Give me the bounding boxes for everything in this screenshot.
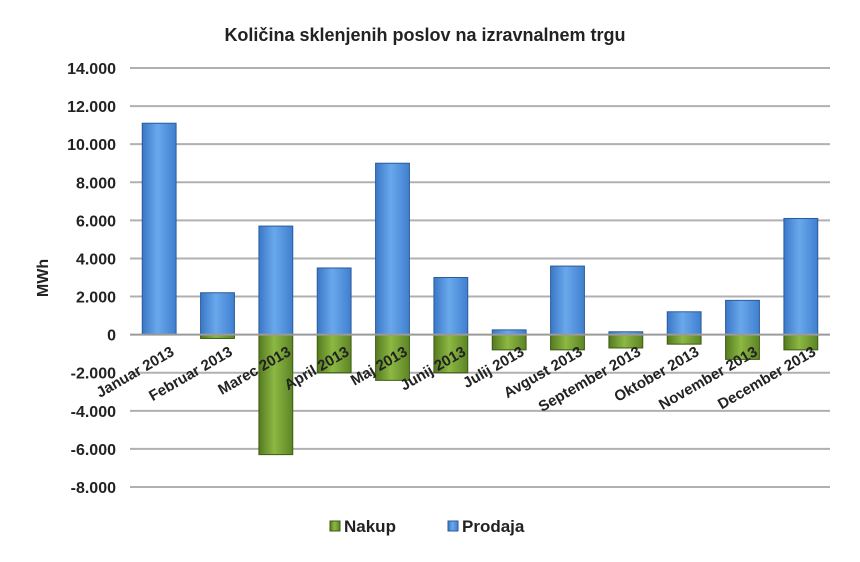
bar-prodaja-1 <box>200 292 235 336</box>
bar-prodaja-4 <box>375 162 410 336</box>
bar-prodaja-0 <box>141 122 177 336</box>
bar-prodaja-7 <box>550 265 585 336</box>
bar-prodaja-5 <box>433 277 469 336</box>
bar-nakup-8 <box>608 334 644 349</box>
y-tick-label: 10.000 <box>67 137 116 154</box>
bar-nakup-9 <box>666 334 702 345</box>
gridlines <box>130 67 830 488</box>
bar-prodaja-3 <box>316 267 352 336</box>
y-tick-label: -6.000 <box>71 442 116 459</box>
x-tick-label: September 2013 <box>536 343 644 415</box>
bar-nakup-5 <box>433 334 469 374</box>
bar-nakup-10 <box>725 334 760 360</box>
legend-label-nakup: Nakup <box>344 517 396 536</box>
y-tick-label: 4.000 <box>76 251 116 268</box>
y-tick-label: -8.000 <box>71 480 116 497</box>
bar-nakup-3 <box>316 334 352 374</box>
legend: Nakup Prodaja <box>329 517 525 536</box>
y-tick-label: 12.000 <box>67 99 116 116</box>
bar-nakup-2 <box>258 334 294 456</box>
bar-prodaja-11 <box>783 217 819 336</box>
chart-title: Količina sklenjenih poslov na izravnalne… <box>224 25 625 45</box>
bar-prodaja-2 <box>258 225 294 336</box>
legend-swatch-nakup <box>329 520 341 532</box>
y-tick-label: 8.000 <box>76 175 116 192</box>
legend-swatch-prodaja <box>447 520 459 532</box>
y-axis-ticks: 14.000 12.000 10.000 8.000 6.000 4.000 2.000 0 -… <box>67 61 116 497</box>
y-tick-label: 14.000 <box>67 61 116 78</box>
y-tick-label: -2.000 <box>71 366 116 383</box>
bars <box>141 122 819 456</box>
y-tick-label: 6.000 <box>76 213 116 230</box>
bar-prodaja-9 <box>666 311 702 336</box>
y-axis-label: MWh <box>35 259 52 297</box>
bar-prodaja-10 <box>725 299 760 336</box>
y-tick-label: -4.000 <box>71 404 116 421</box>
y-tick-label: 0 <box>107 328 116 345</box>
bar-nakup-4 <box>375 334 410 381</box>
x-tick-label: November 2013 <box>656 343 761 413</box>
legend-label-prodaja: Prodaja <box>462 517 525 536</box>
y-tick-label: 2.000 <box>76 290 116 307</box>
